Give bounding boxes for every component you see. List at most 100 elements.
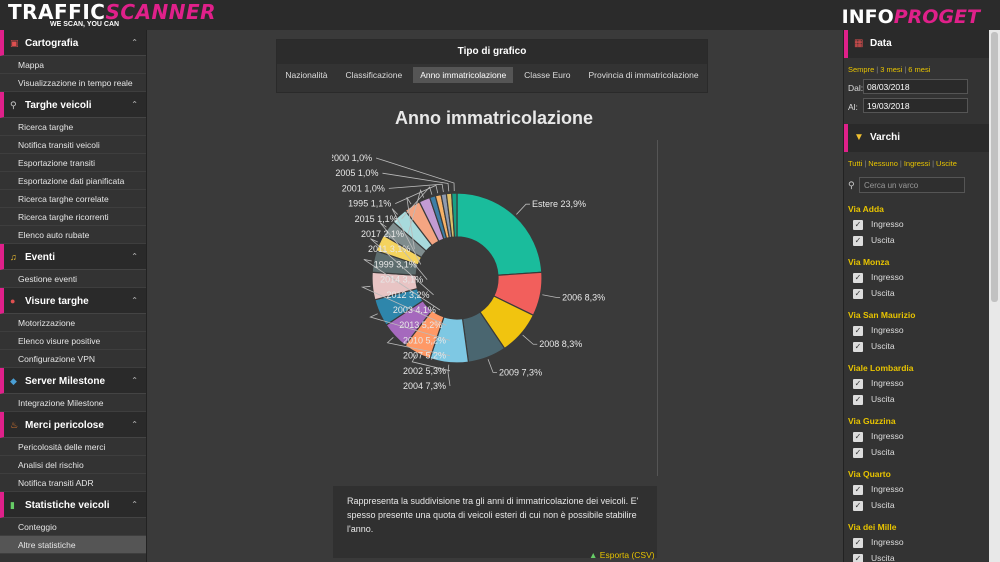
sidebar-section-merci-pericolose[interactable]: ♨ Merci pericolose ⌃	[0, 412, 146, 438]
checkbox-checked-icon[interactable]: ✓	[853, 272, 863, 283]
tab-classificazione[interactable]: Classificazione	[345, 70, 403, 80]
sidebar-item-analisi-del-rischio[interactable]: Analisi del rischio	[0, 456, 146, 474]
sidebar-item-visualizzazione-in-tempo-reale[interactable]: Visualizzazione in tempo reale	[0, 74, 146, 92]
gate-checkbox-uscita[interactable]: ✓ Uscita	[844, 497, 989, 513]
tab-nazionalita[interactable]: Nazionalità	[285, 70, 328, 80]
chevron-up-icon[interactable]: ⌃	[131, 38, 138, 47]
checkbox-checked-icon[interactable]: ✓	[853, 447, 863, 458]
sidebar-item-mappa[interactable]: Mappa	[0, 56, 146, 74]
sidebar-item-elenco-visure-positive[interactable]: Elenco visure positive	[0, 332, 146, 350]
sidebar-item-notifica-transiti-veicoli[interactable]: Notifica transiti veicoli	[0, 136, 146, 154]
sidebar-section-targhe-veicoli[interactable]: ⚲ Targhe veicoli ⌃	[0, 92, 146, 118]
checkbox-checked-icon[interactable]: ✓	[853, 219, 863, 230]
checkbox-checked-icon[interactable]: ✓	[853, 537, 863, 548]
gates-section-header[interactable]: ▼ Varchi	[844, 124, 989, 152]
gate-checkbox-ingresso[interactable]: ✓ Ingresso	[844, 216, 989, 232]
sidebar-item-ricerca-targhe-correlate[interactable]: Ricerca targhe correlate	[0, 190, 146, 208]
checkbox-checked-icon[interactable]: ✓	[853, 431, 863, 442]
gate-link-tutti[interactable]: Tutti	[848, 159, 863, 168]
sidebar-item-motorizzazione[interactable]: Motorizzazione	[0, 314, 146, 332]
sidebar-item-gestione-eventi[interactable]: Gestione eventi	[0, 270, 146, 288]
gate-checkbox-uscita[interactable]: ✓ Uscita	[844, 232, 989, 248]
checkbox-checked-icon[interactable]: ✓	[853, 394, 863, 405]
checkbox-checked-icon[interactable]: ✓	[853, 553, 863, 562]
gate-checkbox-uscita[interactable]: ✓ Uscita	[844, 444, 989, 460]
date-link-sempre[interactable]: Sempre	[848, 65, 875, 74]
sidebar-section-statistiche-veicoli[interactable]: ▮ Statistiche veicoli ⌃	[0, 492, 146, 518]
export-csv-link[interactable]: ▲ Esporta (CSV)	[589, 550, 655, 560]
chevron-up-icon[interactable]: ⌃	[131, 296, 138, 305]
sidebar-section-eventi[interactable]: ♫ Eventi ⌃	[0, 244, 146, 270]
tab-classe-euro[interactable]: Classe Euro	[524, 70, 571, 80]
checkbox-checked-icon[interactable]: ✓	[853, 235, 863, 246]
date-link-3-mesi[interactable]: 3 mesi	[880, 65, 903, 74]
date-to-input[interactable]: 19/03/2018	[863, 98, 968, 113]
gate-checkbox-ingresso[interactable]: ✓ Ingresso	[844, 481, 989, 497]
sidebar-item-ricerca-targhe-ricorrenti[interactable]: Ricerca targhe ricorrenti	[0, 208, 146, 226]
chevron-up-icon[interactable]: ⌃	[131, 252, 138, 261]
tab-anno-immatricolazione[interactable]: Anno immatricolazione	[413, 67, 514, 83]
checkbox-checked-icon[interactable]: ✓	[853, 500, 863, 511]
sidebar-item-ricerca-targhe[interactable]: Ricerca targhe	[0, 118, 146, 136]
gate-checkbox-uscita[interactable]: ✓ Uscita	[844, 338, 989, 354]
scrollbar-thumb[interactable]	[991, 32, 998, 302]
divider	[657, 140, 658, 476]
chart-type-title: Tipo di grafico	[277, 40, 707, 64]
sidebar-item-conteggio[interactable]: Conteggio	[0, 518, 146, 536]
gate-checkbox-ingresso[interactable]: ✓ Ingresso	[844, 375, 989, 391]
checkbox-checked-icon[interactable]: ✓	[853, 288, 863, 299]
slice-label-2013: 2013 5,2%	[399, 320, 442, 330]
gate-link-ingressi[interactable]: Ingressi	[903, 159, 931, 168]
chevron-up-icon[interactable]: ⌃	[131, 376, 138, 385]
page-scrollbar[interactable]	[989, 30, 1000, 562]
checkbox-checked-icon[interactable]: ✓	[853, 341, 863, 352]
chevron-up-icon[interactable]: ⌃	[131, 420, 138, 429]
gate-checkbox-ingresso[interactable]: ✓ Ingresso	[844, 428, 989, 444]
date-link-6-mesi[interactable]: 6 mesi	[908, 65, 931, 74]
slice-label-2006: 2006 8,3%	[562, 292, 605, 302]
date-from-input[interactable]: 08/03/2018	[863, 79, 968, 94]
gate-checkbox-uscita[interactable]: ✓ Uscita	[844, 550, 989, 562]
logo-left-accent: SCANNER	[105, 0, 217, 24]
gate-via-san-maurizio: Via San Maurizio ✓ Ingresso ✓ Uscita	[844, 310, 989, 354]
tab-provincia-di-immatricolazione[interactable]: Provincia di immatricolazione	[588, 70, 699, 80]
gate-checkbox-ingresso[interactable]: ✓ Ingresso	[844, 322, 989, 338]
label-leader-line	[406, 197, 415, 250]
gate-via-dei-mille: Via dei Mille ✓ Ingresso ✓ Uscita	[844, 522, 989, 562]
sidebar-item-configurazione-vpn[interactable]: Configurazione VPN	[0, 350, 146, 368]
gates-title: Varchi	[870, 132, 901, 143]
date-section-header[interactable]: ▦ Data	[844, 30, 989, 58]
slice-label-2015: 2015 1,1%	[355, 214, 398, 224]
slice-estere[interactable]	[456, 192, 543, 276]
sidebar-item-altre-statistiche[interactable]: Altre statistiche	[0, 536, 146, 554]
sidebar-section-server-milestone[interactable]: ◆ Server Milestone ⌃	[0, 368, 146, 394]
trafficscanner-logo[interactable]: TRAFFICSCANNER WE SCAN, YOU CAN	[8, 2, 216, 28]
checkbox-label: Ingresso	[871, 431, 904, 441]
sidebar-item-notifica-transiti-adr[interactable]: Notifica transiti ADR	[0, 474, 146, 492]
date-title: Data	[870, 38, 892, 49]
infoproget-logo[interactable]: INFOPROGET	[842, 6, 980, 28]
sidebar-item-pericolosita-delle-merci[interactable]: Pericolosità delle merci	[0, 438, 146, 456]
gate-search-input[interactable]: Cerca un varco	[859, 177, 965, 193]
checkbox-checked-icon[interactable]: ✓	[853, 484, 863, 495]
checkbox-checked-icon[interactable]: ✓	[853, 378, 863, 389]
slice-2000[interactable]	[451, 192, 458, 238]
gate-link-nessuno[interactable]: Nessuno	[868, 159, 898, 168]
gate-checkbox-uscita[interactable]: ✓ Uscita	[844, 285, 989, 301]
sidebar-item-esportazione-transiti[interactable]: Esportazione transiti	[0, 154, 146, 172]
gate-link-uscite[interactable]: Uscite	[936, 159, 957, 168]
sidebar-item-integrazione-milestone[interactable]: Integrazione Milestone	[0, 394, 146, 412]
checkbox-checked-icon[interactable]: ✓	[853, 325, 863, 336]
slice-label-2012: 2012 3,2%	[386, 290, 429, 300]
sidebar-item-esportazione-dati-pianificata[interactable]: Esportazione dati pianificata	[0, 172, 146, 190]
chevron-up-icon[interactable]: ⌃	[131, 100, 138, 109]
gate-checkbox-uscita[interactable]: ✓ Uscita	[844, 391, 989, 407]
bell-icon: ♫	[10, 252, 17, 262]
chevron-up-icon[interactable]: ⌃	[131, 500, 138, 509]
sidebar-item-elenco-auto-rubate[interactable]: Elenco auto rubate	[0, 226, 146, 244]
label-leader-line	[360, 285, 447, 326]
gate-checkbox-ingresso[interactable]: ✓ Ingresso	[844, 269, 989, 285]
sidebar-section-visure-targhe[interactable]: ● Visure targhe ⌃	[0, 288, 146, 314]
gate-checkbox-ingresso[interactable]: ✓ Ingresso	[844, 534, 989, 550]
sidebar-section-cartografia[interactable]: ▣ Cartografia ⌃	[0, 30, 146, 56]
